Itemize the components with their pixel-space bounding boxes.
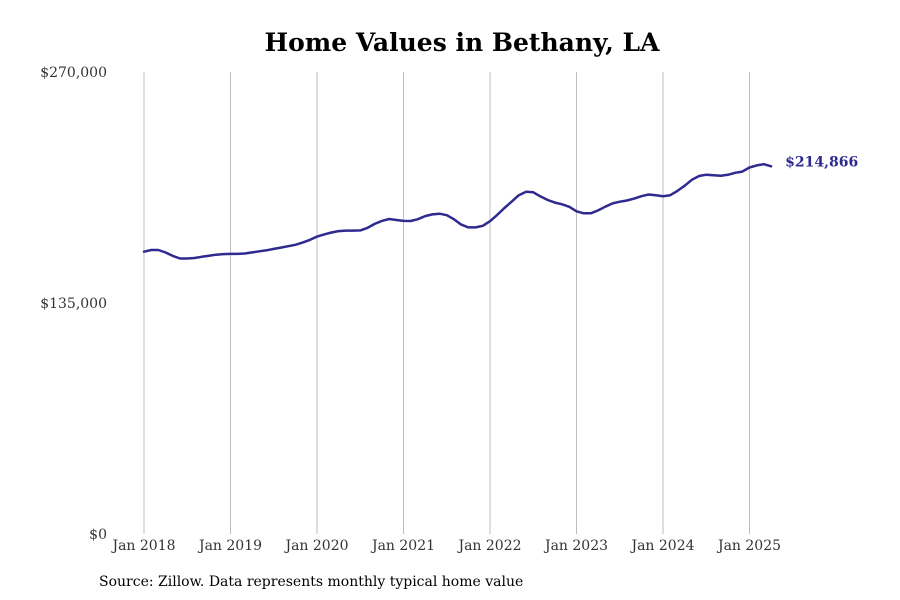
y-axis: $0 $135,000 $270,000 [40,65,107,543]
annotations: $214,866 [785,154,858,170]
chart-title: Home Values in Bethany, LA [264,28,660,57]
x-tick-label: Jan 2020 [283,538,348,554]
source-note: Source: Zillow. Data represents monthly … [99,574,524,590]
x-tick-label: Jan 2024 [629,538,694,554]
x-tick-label: Jan 2018 [110,538,175,554]
x-axis: Jan 2018 Jan 2019 Jan 2020 Jan 2021 Jan 2022… [110,538,781,554]
end-value-label: $214,866 [785,154,858,170]
x-tick-label: Jan 2019 [197,538,262,554]
gridlines [143,72,750,534]
y-tick-label: $0 [89,527,107,543]
x-tick-label: Jan 2021 [370,538,435,554]
y-tick-label: $270,000 [40,65,107,81]
x-tick-label: Jan 2025 [716,538,781,554]
x-tick-label: Jan 2022 [456,538,521,554]
y-tick-label: $135,000 [40,296,107,312]
x-tick-label: Jan 2023 [543,538,608,554]
series-line [142,162,773,260]
series-layer [142,162,773,260]
